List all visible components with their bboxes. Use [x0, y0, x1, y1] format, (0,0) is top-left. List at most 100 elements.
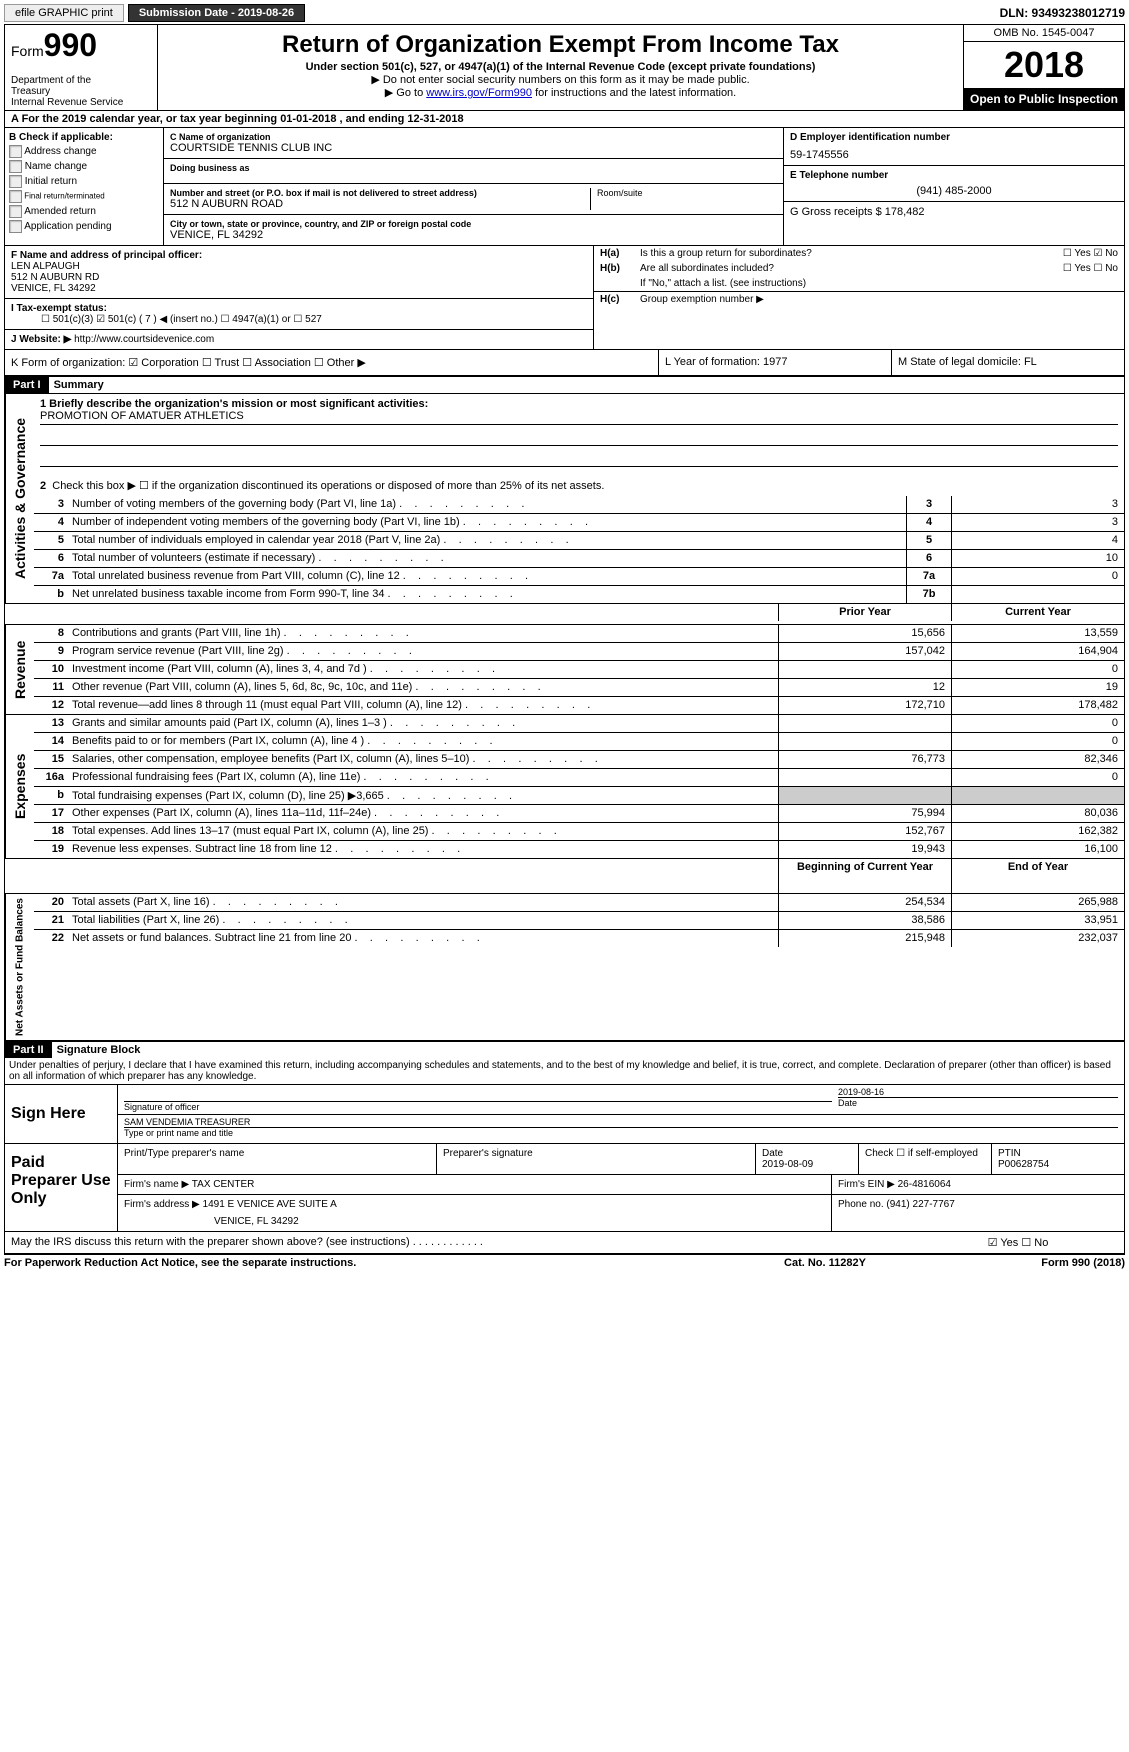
signature-line: Signature of officer 2019-08-16 Date	[118, 1085, 1124, 1115]
part-2-title: Signature Block	[55, 1042, 143, 1058]
submission-date-button[interactable]: Submission Date - 2019-08-26	[128, 4, 305, 22]
form-990-number: 990	[44, 27, 97, 63]
page-footer: For Paperwork Reduction Act Notice, see …	[4, 1255, 1125, 1271]
summary-line: 15Salaries, other compensation, employee…	[34, 751, 1124, 769]
field-gross-receipts: G Gross receipts $ 178,482	[784, 202, 1124, 245]
open-public-badge: Open to Public Inspection	[964, 88, 1124, 110]
mission-value: PROMOTION OF AMATUER ATHLETICS	[40, 410, 1118, 425]
summary-line: 8Contributions and grants (Part VIII, li…	[34, 625, 1124, 643]
line-1-mission: 1 Briefly describe the organization's mi…	[34, 394, 1124, 496]
discuss-answer[interactable]: ☑ Yes ☐ No	[918, 1236, 1118, 1249]
summary-line: 10Investment income (Part VIII, column (…	[34, 661, 1124, 679]
paid-preparer-section: Paid Preparer Use Only Print/Type prepar…	[5, 1144, 1124, 1232]
part-1-revenue: Revenue 8Contributions and grants (Part …	[5, 625, 1124, 715]
ha-label: H(a)	[600, 248, 640, 259]
paid-preparer-label: Paid Preparer Use Only	[5, 1144, 118, 1231]
preparer-sig-col: Preparer's signature	[437, 1144, 756, 1174]
cb-amended[interactable]: Amended return	[9, 205, 159, 218]
firm-ein-label: Firm's EIN ▶	[838, 1179, 895, 1190]
self-employed-check[interactable]: Check ☐ if self-employed	[859, 1144, 992, 1174]
efile-print-button[interactable]: efile GRAPHIC print	[4, 4, 124, 22]
ein-value: 59-1745556	[790, 143, 1118, 161]
section-d-contact: D Employer identification number 59-1745…	[783, 128, 1124, 245]
cb-name-change[interactable]: Name change	[9, 160, 159, 173]
field-dba: Doing business as	[164, 159, 783, 184]
ha-answer[interactable]: ☐ Yes ☑ No	[998, 248, 1118, 259]
tel-value: (941) 485-2000	[790, 181, 1118, 197]
vert-label-governance: Activities & Governance	[5, 394, 34, 603]
signature-label: Signature of officer	[124, 1102, 199, 1112]
preparer-line-3: Firm's address ▶ 1491 E VENICE AVE SUITE…	[118, 1195, 1124, 1231]
column-headers-1: Prior Year Current Year	[5, 604, 1124, 625]
summary-line: 7aTotal unrelated business revenue from …	[34, 568, 1124, 586]
form-number: Form990	[11, 27, 151, 64]
preparer-date-label: Date	[762, 1148, 852, 1159]
summary-line: 22Net assets or fund balances. Subtract …	[34, 930, 1124, 947]
row-klm: K Form of organization: ☑ Corporation ☐ …	[5, 350, 1124, 377]
tax-exempt-label: I Tax-exempt status:	[11, 303, 107, 314]
summary-line: 3Number of voting members of the governi…	[34, 496, 1124, 514]
street-value: 512 N AUBURN ROAD	[170, 198, 590, 210]
mission-label: 1 Briefly describe the organization's mi…	[40, 398, 428, 410]
summary-line: 20Total assets (Part X, line 16)254,5342…	[34, 894, 1124, 912]
org-name-label: C Name of organization	[170, 132, 777, 142]
cb-address-change[interactable]: Address change	[9, 145, 159, 158]
line-2-checkbox: Check this box ▶ ☐ if the organization d…	[52, 480, 604, 492]
part-1-governance: Activities & Governance 1 Briefly descri…	[5, 394, 1124, 604]
section-fhj: F Name and address of principal officer:…	[5, 246, 1124, 350]
signature-date: 2019-08-16	[838, 1087, 1118, 1097]
col-beginning: Beginning of Current Year	[778, 859, 951, 893]
cb-initial-return[interactable]: Initial return	[9, 175, 159, 188]
officer-label: F Name and address of principal officer:	[11, 250, 587, 261]
summary-line: 19Revenue less expenses. Subtract line 1…	[34, 841, 1124, 858]
preparer-fields: Print/Type preparer's name Preparer's si…	[118, 1144, 1124, 1231]
ha-text: Is this a group return for subordinates?	[640, 248, 998, 259]
dln-text: DLN: 93493238012719	[1000, 6, 1125, 20]
discuss-line: May the IRS discuss this return with the…	[5, 1232, 1124, 1254]
firm-name-label: Firm's name ▶	[124, 1179, 189, 1190]
summary-line: 17Other expenses (Part IX, column (A), l…	[34, 805, 1124, 823]
irs-link[interactable]: www.irs.gov/Form990	[426, 87, 532, 99]
hb-label: H(b)	[600, 263, 640, 274]
summary-line: 12Total revenue—add lines 8 through 11 (…	[34, 697, 1124, 714]
room-label: Room/suite	[591, 188, 777, 210]
balances-body: 20Total assets (Part X, line 16)254,5342…	[34, 894, 1124, 1040]
website-url: http://www.courtsidevenice.com	[74, 334, 214, 345]
org-name-value: COURTSIDE TENNIS CLUB INC	[170, 142, 777, 154]
dept-line3: Internal Revenue Service	[11, 97, 151, 108]
cb-pending[interactable]: Application pending	[9, 220, 159, 233]
instruction-2: ▶ Go to www.irs.gov/Form990 for instruct…	[162, 86, 959, 99]
part-1-title: Summary	[52, 377, 106, 393]
hb-answer[interactable]: ☐ Yes ☐ No	[998, 263, 1118, 274]
sign-here-label: Sign Here	[5, 1085, 118, 1143]
form-container: Form990 Department of the Treasury Inter…	[4, 24, 1125, 1255]
header-right: OMB No. 1545-0047 2018 Open to Public In…	[963, 25, 1124, 110]
section-b-checkboxes: B Check if applicable: Address change Na…	[5, 128, 164, 245]
field-telephone: E Telephone number (941) 485-2000	[784, 166, 1124, 202]
signature-date-label: Date	[838, 1097, 1118, 1108]
dept-info: Department of the Treasury Internal Reve…	[11, 75, 151, 108]
field-city: City or town, state or province, country…	[164, 215, 783, 245]
sign-fields: Signature of officer 2019-08-16 Date SAM…	[118, 1085, 1124, 1143]
summary-line: 21Total liabilities (Part X, line 26)38,…	[34, 912, 1124, 930]
top-toolbar: efile GRAPHIC print Submission Date - 20…	[4, 4, 1125, 22]
section-f-officer: F Name and address of principal officer:…	[5, 246, 593, 349]
part-2-header-row: Part II Signature Block	[5, 1042, 1124, 1058]
summary-line: 9Program service revenue (Part VIII, lin…	[34, 643, 1124, 661]
ptin-value: P00628754	[998, 1159, 1118, 1170]
goto-prefix: ▶ Go to	[385, 87, 426, 99]
omb-number: OMB No. 1545-0047	[964, 25, 1124, 42]
firm-addr1: 1491 E VENICE AVE SUITE A	[203, 1199, 337, 1210]
preparer-name-col: Print/Type preparer's name	[118, 1144, 437, 1174]
part-1-expenses: Expenses 13Grants and similar amounts pa…	[5, 715, 1124, 859]
firm-addr2: VENICE, FL 34292	[124, 1210, 825, 1227]
summary-line: 14Benefits paid to or for members (Part …	[34, 733, 1124, 751]
year-of-formation: L Year of formation: 1977	[658, 350, 891, 375]
dept-line2: Treasury	[11, 86, 151, 97]
form-prefix: Form	[11, 43, 44, 59]
officer-name: LEN ALPAUGH	[11, 261, 587, 272]
governance-body: 1 Briefly describe the organization's mi…	[34, 394, 1124, 603]
gross-receipts: G Gross receipts $ 178,482	[790, 206, 1118, 218]
state-of-domicile: M State of legal domicile: FL	[891, 350, 1124, 375]
cb-final-return[interactable]: Final return/terminated	[9, 190, 159, 203]
